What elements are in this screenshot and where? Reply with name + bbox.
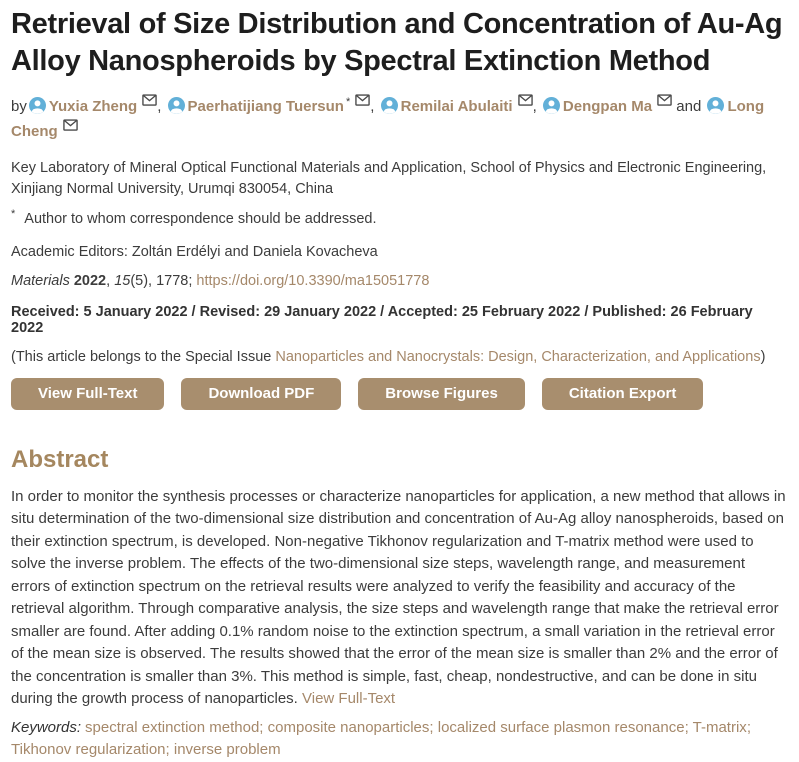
author-byline: by Yuxia Zheng, Paerhatijiang Tuersun *, R…: [11, 90, 788, 144]
correspondence-note: * Author to whom correspondence should be…: [11, 208, 788, 227]
author-profile-icon[interactable]: [28, 96, 46, 114]
keyword-link[interactable]: inverse problem: [173, 741, 281, 759]
email-icon[interactable]: [355, 93, 371, 106]
special-issue-line: (This article belongs to the Special Iss…: [11, 349, 788, 365]
author-separator: ,: [370, 97, 379, 115]
author-separator: ,: [532, 97, 541, 115]
browse-figures-button[interactable]: Browse Figures: [358, 377, 525, 410]
author-link[interactable]: Yuxia Zheng: [48, 97, 138, 115]
keyword-link[interactable]: T-matrix: [692, 718, 747, 736]
correspondence-text: Author to whom correspondence should be …: [24, 210, 377, 227]
journal-year: 2022: [73, 272, 107, 289]
download-pdf-button[interactable]: Download PDF: [181, 377, 342, 410]
asterisk-marker: *: [11, 208, 16, 221]
author-profile-icon[interactable]: [707, 96, 725, 114]
author-separator: and: [672, 97, 706, 115]
keyword-link[interactable]: Tikhonov regularization: [11, 741, 166, 759]
abstract-body: In order to monitor the synthesis proces…: [11, 487, 786, 708]
byline-prefix: by: [11, 97, 27, 115]
author-link[interactable]: Remilai Abulaiti: [400, 97, 513, 115]
email-icon[interactable]: [517, 93, 533, 106]
view-full-text-link[interactable]: View Full-Text: [302, 690, 396, 708]
journal-name: Materials: [11, 272, 70, 289]
special-issue-link[interactable]: Nanoparticles and Nanocrystals: Design, …: [275, 348, 761, 365]
keyword-separator: ;: [746, 718, 751, 736]
keywords-label: Keywords:: [11, 718, 82, 736]
author-link[interactable]: Dengpan Ma: [562, 97, 653, 115]
keyword-separator: ;: [165, 741, 174, 759]
author-link[interactable]: Long Cheng: [11, 97, 765, 140]
doi-link[interactable]: https://doi.org/10.3390/ma15051778: [196, 272, 430, 289]
journal-issue-pages: (5), 1778;: [130, 272, 197, 289]
author-link[interactable]: Paerhatijiang Tuersun: [187, 97, 344, 115]
affiliation: Key Laboratory of Mineral Optical Functi…: [11, 159, 767, 198]
article-title: Retrieval of Size Distribution and Conce…: [11, 8, 783, 77]
citation-export-button[interactable]: Citation Export: [541, 377, 704, 410]
keyword-link[interactable]: spectral extinction method: [85, 718, 260, 736]
article-dates: Received: 5 January 2022 / Revised: 29 J…: [11, 303, 753, 336]
keyword-separator: ;: [684, 718, 693, 736]
email-icon[interactable]: [657, 93, 672, 106]
keyword-separator: ;: [429, 718, 438, 736]
keyword-link[interactable]: composite nanoparticles: [267, 718, 430, 736]
keywords-line: Keywords: spectral extinction method; com…: [11, 717, 788, 762]
keyword-link[interactable]: localized surface plasmon resonance: [437, 718, 685, 736]
author-profile-icon[interactable]: [542, 96, 560, 114]
abstract-text: In order to monitor the synthesis proces…: [11, 486, 788, 711]
abstract-heading: Abstract: [11, 445, 109, 473]
citation-separator: ,: [106, 272, 115, 289]
email-icon[interactable]: [142, 93, 157, 106]
special-issue-prefix: (This article belongs to the Special Iss…: [11, 348, 276, 365]
corresponding-author-marker: *: [345, 95, 351, 108]
journal-volume: 15: [114, 272, 131, 289]
email-icon[interactable]: [62, 118, 78, 131]
author-profile-icon[interactable]: [380, 96, 398, 114]
journal-citation: Materials 2022, 15(5), 1778; https://doi…: [11, 273, 788, 289]
author-profile-icon[interactable]: [167, 96, 185, 114]
academic-editors: Academic Editors: Zoltán Erdélyi and Dan…: [11, 243, 378, 260]
author-separator: ,: [157, 97, 166, 115]
action-button-row: View Full-Text Download PDF Browse Figures…: [11, 377, 788, 410]
keyword-separator: ;: [259, 718, 268, 736]
special-issue-suffix: ): [760, 348, 766, 365]
view-full-text-button[interactable]: View Full-Text: [11, 377, 165, 410]
